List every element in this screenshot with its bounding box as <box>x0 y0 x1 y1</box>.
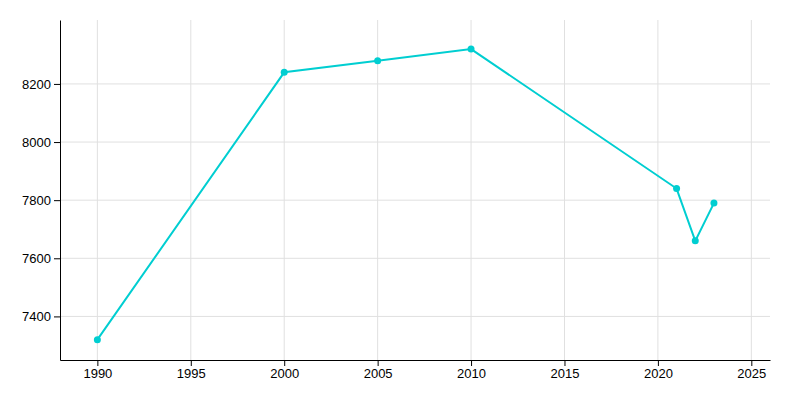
y-tick-label: 7400 <box>22 309 51 324</box>
x-tick-mark <box>378 360 379 366</box>
x-tick-label: 2000 <box>270 366 299 381</box>
x-tick-label: 2010 <box>457 366 486 381</box>
y-tick: 7400 <box>22 309 60 324</box>
grid-line <box>377 20 378 360</box>
x-axis: 1990 1995 2000 2005 2010 2015 2020 2025 <box>61 360 771 381</box>
point <box>94 336 101 343</box>
point <box>374 57 381 64</box>
y-tick-label: 8200 <box>22 77 51 92</box>
x-tick: 1990 <box>83 360 112 381</box>
line <box>97 49 714 340</box>
x-tick-mark <box>191 360 192 366</box>
x-tick: 2020 <box>644 360 673 381</box>
x-tick: 2005 <box>364 360 393 381</box>
y-tick-label: 8000 <box>22 135 51 150</box>
grid-line <box>60 316 770 317</box>
point <box>468 46 475 53</box>
grid-line <box>60 200 770 201</box>
x-tick-label: 2005 <box>364 366 393 381</box>
y-tick: 7800 <box>22 193 60 208</box>
grid-line <box>751 20 752 360</box>
grid-line <box>564 20 565 360</box>
x-tick-mark <box>97 360 98 366</box>
grid-line <box>471 20 472 360</box>
y-axis: 7400 7600 7800 8000 8200 <box>22 21 60 361</box>
point <box>692 237 699 244</box>
y-tick-mark <box>54 84 60 85</box>
grid-line <box>97 20 98 360</box>
grid-line <box>190 20 191 360</box>
chart: 1990 1995 2000 2005 2010 2015 2020 2025 7400 7600… <box>0 0 800 400</box>
plot: 1990 1995 2000 2005 2010 2015 2020 2025 7400 7600… <box>22 20 770 381</box>
x-tick: 2025 <box>737 360 766 381</box>
x-tick-label: 1990 <box>83 366 112 381</box>
x-tick-mark <box>564 360 565 366</box>
x-tick: 1995 <box>177 360 206 381</box>
x-tick-mark <box>284 360 285 366</box>
x-tick-label: 2015 <box>551 366 580 381</box>
x-tick: 2015 <box>551 360 580 381</box>
grid-line <box>657 20 658 360</box>
x-tick-label: 1995 <box>177 366 206 381</box>
grid-line <box>60 258 770 259</box>
y-tick-label: 7600 <box>22 251 51 266</box>
marks <box>94 46 718 344</box>
y-tick: 7600 <box>22 251 60 266</box>
y-tick: 8000 <box>22 135 60 150</box>
y-tick: 8200 <box>22 77 60 92</box>
x-tick: 2010 <box>457 360 486 381</box>
grid-line <box>60 142 770 143</box>
x-tick-mark <box>751 360 752 366</box>
x-tick-mark <box>471 360 472 366</box>
x-tick-label: 2025 <box>737 366 766 381</box>
x-tick-label: 2020 <box>644 366 673 381</box>
point <box>710 200 717 207</box>
grid <box>60 20 770 360</box>
x-tick: 2000 <box>270 360 299 381</box>
point <box>281 69 288 76</box>
x-tick-mark <box>658 360 659 366</box>
y-tick-mark <box>54 258 60 259</box>
y-tick-label: 7800 <box>22 193 51 208</box>
x-axis-line <box>61 360 771 361</box>
point <box>673 185 680 192</box>
grid-line <box>60 83 770 84</box>
y-axis-line <box>60 21 61 361</box>
y-tick-mark <box>54 142 60 143</box>
y-tick-mark <box>54 200 60 201</box>
y-tick-mark <box>54 316 60 317</box>
